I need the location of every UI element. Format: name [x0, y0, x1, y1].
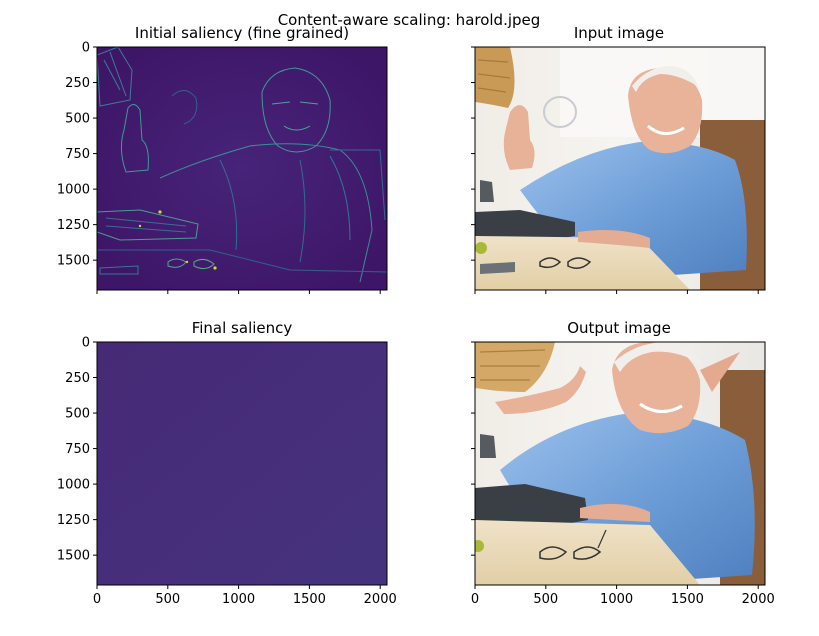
- x-axis: [474, 290, 759, 294]
- y-axis: 0 250 500 750 1000 1250 1500: [57, 41, 97, 269]
- y-tick-label: 1250: [57, 513, 90, 528]
- panel-title: Final saliency: [192, 319, 293, 337]
- x-axis: [96, 290, 381, 294]
- y-tick-label: 1000: [57, 183, 90, 198]
- panel-output-image: Output image 0 500 1000 1500 2000: [471, 319, 775, 607]
- y-tick-label: 1250: [57, 218, 90, 233]
- y-tick-label: 750: [65, 147, 90, 162]
- panel-title: Input image: [574, 24, 664, 42]
- y-tick-label: 1000: [57, 478, 90, 493]
- y-tick-label: 1500: [57, 254, 90, 269]
- x-tick-label: 0: [93, 592, 101, 607]
- heatmap-background: [97, 47, 387, 290]
- input-photo: [475, 47, 765, 290]
- x-axis: 0 500 1000 1500 2000: [471, 585, 775, 607]
- saliency-heatmap: [97, 47, 387, 290]
- x-axis: 0 500 1000 1500 2000: [93, 585, 397, 607]
- y-tick-label: 0: [82, 336, 90, 351]
- x-tick-label: 1500: [293, 592, 326, 607]
- x-tick-label: 1000: [222, 592, 255, 607]
- output-photo: [475, 342, 765, 585]
- x-tick-label: 0: [471, 592, 479, 607]
- y-tick-label: 750: [65, 442, 90, 457]
- x-tick-label: 500: [155, 592, 180, 607]
- panel-final-saliency: Final saliency 0 500 1000 1500 2000 0 250 500 7…: [57, 319, 397, 607]
- y-tick-label: 250: [65, 371, 90, 386]
- figure-suptitle: Content-aware scaling: harold.jpeg: [278, 11, 541, 29]
- x-tick-label: 2000: [742, 592, 775, 607]
- keyboard: [475, 484, 588, 532]
- y-tick-label: 1500: [57, 549, 90, 564]
- desk: [475, 520, 700, 585]
- axes-frame: [474, 341, 766, 586]
- saliency-edges: [97, 47, 387, 283]
- thumb: [503, 105, 535, 170]
- panel-title: Initial saliency (fine grained): [135, 24, 349, 42]
- desk: [475, 236, 690, 290]
- y-axis: [471, 46, 475, 261]
- panel-initial-saliency: Initial saliency (fine grained): [57, 24, 388, 294]
- face: [628, 68, 703, 154]
- x-tick-label: 2000: [364, 592, 397, 607]
- stretched-thumb: [495, 366, 586, 414]
- x-tick-label: 1500: [671, 592, 704, 607]
- keyboard: [475, 210, 575, 244]
- x-tick-label: 1000: [600, 592, 633, 607]
- y-tick-label: 500: [65, 112, 90, 127]
- axes-frame: [474, 46, 766, 291]
- y-axis: [471, 341, 475, 556]
- axes-frame: [96, 341, 388, 586]
- panel-title: Output image: [567, 319, 671, 337]
- y-axis: 0 250 500 750 1000 1250 1500: [57, 336, 97, 564]
- y-tick-label: 500: [65, 407, 90, 422]
- face: [612, 342, 701, 434]
- axes-frame: [96, 46, 388, 291]
- final-saliency-heatmap: [97, 342, 387, 585]
- y-tick-label: 0: [82, 41, 90, 56]
- x-tick-label: 500: [533, 592, 558, 607]
- saliency-hot-spots: [138, 210, 217, 270]
- y-tick-label: 250: [65, 76, 90, 91]
- panel-input-image: Input image: [471, 24, 766, 294]
